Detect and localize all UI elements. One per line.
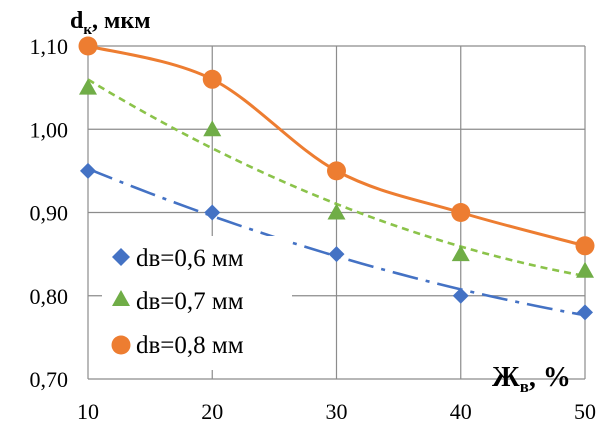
data-point-triangle	[576, 261, 594, 278]
x-tick-label: 40	[450, 399, 472, 424]
legend-marker-diamond	[112, 248, 130, 266]
x-tick-label: 30	[326, 399, 348, 424]
data-point-diamond	[577, 304, 593, 321]
data-markers	[78, 36, 595, 321]
data-point-diamond	[204, 204, 221, 221]
y-tick-label: 1,10	[30, 34, 69, 59]
data-point-circle	[78, 36, 98, 56]
y-tick-label: 0,80	[30, 284, 69, 309]
x-tick-label: 20	[201, 399, 223, 424]
legend-label-2: dв=0,8 мм	[136, 332, 244, 359]
data-point-triangle	[327, 203, 346, 220]
legend: dв=0,6 мм dв=0,7 мм dв=0,8 мм	[102, 236, 292, 370]
legend-label-1: dв=0,7 мм	[136, 288, 244, 315]
y-axis-title: dк, мкм	[70, 8, 151, 38]
y-tick-label: 0,90	[30, 201, 69, 226]
legend-background	[102, 236, 292, 370]
data-point-circle	[451, 203, 471, 222]
legend-item-1: dв=0,7 мм	[112, 288, 244, 315]
data-point-diamond	[452, 287, 469, 304]
data-point-circle	[202, 69, 222, 89]
x-axis-ticks: 10 20 30 40 50	[77, 399, 596, 424]
x-axis-title: Жв, %	[492, 362, 571, 396]
data-point-triangle	[203, 120, 222, 137]
y-tick-label: 1,00	[30, 117, 69, 142]
legend-marker-triangle	[112, 290, 130, 306]
legend-item-2: dв=0,8 мм	[111, 332, 244, 359]
data-point-circle	[575, 236, 595, 256]
y-axis-ticks: 0,70 0,80 0,90 1,00 1,10	[30, 34, 69, 392]
legend-item-0: dв=0,6 мм	[112, 245, 244, 272]
x-tick-label: 10	[77, 399, 99, 424]
data-point-diamond	[328, 246, 345, 263]
legend-label-0: dв=0,6 мм	[136, 245, 244, 272]
data-point-triangle	[79, 78, 97, 95]
trend-line-0	[87, 167, 586, 317]
y-tick-label: 0,70	[30, 367, 69, 392]
data-point-circle	[327, 161, 346, 181]
legend-marker-circle	[111, 335, 131, 355]
x-tick-label: 50	[574, 399, 596, 424]
data-point-diamond	[80, 162, 96, 179]
data-point-triangle	[451, 245, 470, 262]
